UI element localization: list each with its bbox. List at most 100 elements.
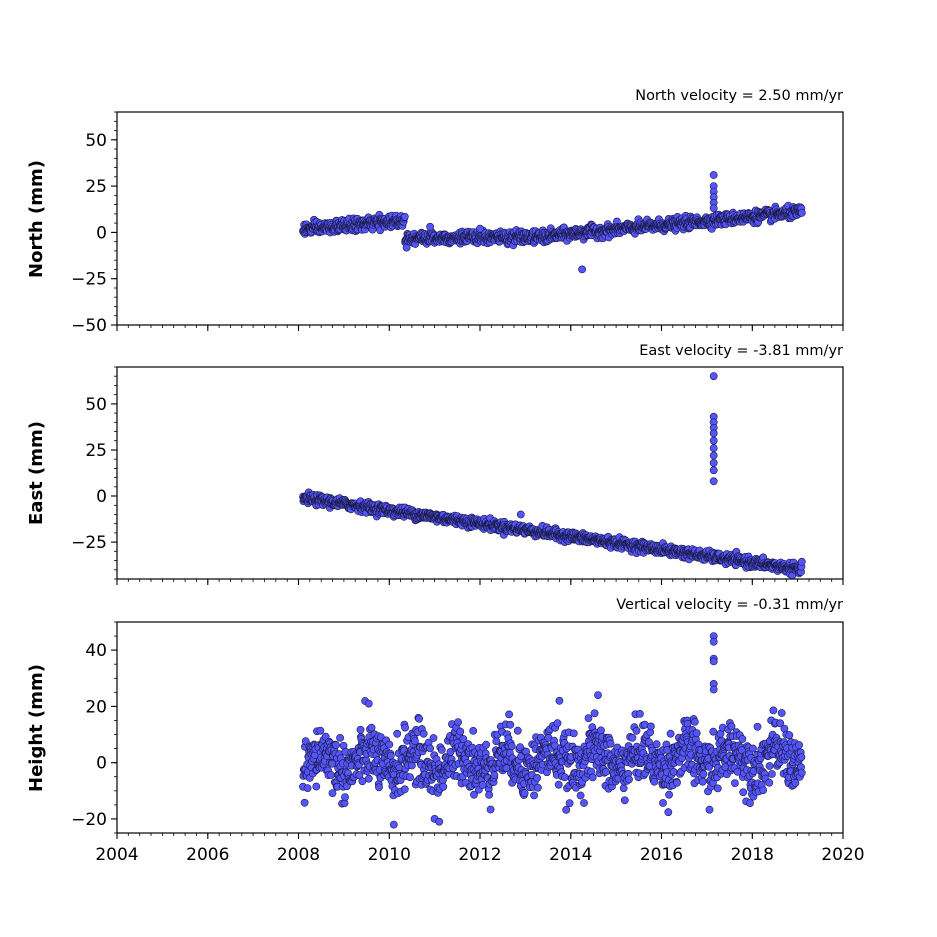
height-data-point xyxy=(565,799,574,808)
north-points xyxy=(299,171,806,274)
height-data-point xyxy=(749,744,757,753)
east-outlier-point xyxy=(709,466,718,475)
north-outlier-point xyxy=(476,224,484,233)
height-data-point xyxy=(562,806,571,814)
north-data-point xyxy=(400,212,409,221)
north-outlier-point xyxy=(709,171,718,179)
height-data-point xyxy=(620,796,629,805)
north-velocity-title: North velocity = 2.50 mm/yr xyxy=(635,88,843,104)
height-y-tick-label: 0 xyxy=(96,754,107,774)
height-data-point xyxy=(406,773,414,782)
height-data-point xyxy=(650,777,659,786)
height-data-point xyxy=(576,791,585,800)
height-data-point xyxy=(506,720,515,729)
east-outlier-point xyxy=(709,429,718,438)
height-data-point xyxy=(505,710,513,719)
height-data-point xyxy=(690,718,699,726)
height-x-tick-label: 2010 xyxy=(368,845,411,865)
height-data-point xyxy=(393,729,402,738)
height-data-point xyxy=(385,740,394,749)
height-data-point xyxy=(632,726,641,735)
height-data-point xyxy=(312,782,321,791)
height-data-point xyxy=(367,723,376,732)
height-data-point xyxy=(673,778,681,787)
height-data-point xyxy=(664,808,673,817)
height-data-point xyxy=(364,774,373,783)
height-outlier-point xyxy=(709,685,718,694)
height-data-point xyxy=(454,718,462,726)
height-ylabel: Height (mm) xyxy=(26,664,47,792)
height-x-tick-label: 2014 xyxy=(549,845,592,865)
height-x-tick-label: 2020 xyxy=(821,845,864,865)
east-points xyxy=(299,372,806,580)
height-data-point xyxy=(692,729,701,738)
height-data-point xyxy=(437,746,446,754)
height-data-point xyxy=(652,740,661,749)
north-outlier-point xyxy=(709,204,718,213)
height-data-point xyxy=(469,727,478,735)
height-data-point xyxy=(341,793,349,801)
height-data-point xyxy=(698,777,707,786)
height-x-tick-label: 2016 xyxy=(640,845,683,865)
height-data-point xyxy=(666,729,675,738)
height-data-point xyxy=(636,710,644,718)
north-data-point xyxy=(797,208,806,217)
height-data-point xyxy=(628,733,637,742)
height-data-point xyxy=(401,723,409,732)
height-data-point xyxy=(768,770,776,778)
north-outlier-point xyxy=(426,222,434,231)
height-data-point xyxy=(791,779,800,787)
height-data-point xyxy=(619,784,628,793)
height-outlier-point xyxy=(709,657,718,666)
height-x-tick-label: 2004 xyxy=(95,845,138,865)
height-data-point xyxy=(569,729,578,738)
north-ylabel: North (mm) xyxy=(26,160,47,278)
height-data-point xyxy=(647,722,655,731)
height-data-point xyxy=(602,767,610,776)
height-outlier-point xyxy=(709,637,718,646)
height-data-point xyxy=(759,786,768,794)
height-data-point xyxy=(738,735,747,743)
height-y-tick-label: −20 xyxy=(71,810,107,830)
height-data-point xyxy=(356,725,365,734)
height-data-point xyxy=(606,739,615,748)
height-data-point xyxy=(659,799,667,807)
height-data-point xyxy=(777,709,786,717)
height-data-point xyxy=(331,741,340,749)
east-velocity-title: East velocity = -3.81 mm/yr xyxy=(639,343,843,359)
height-data-point xyxy=(797,768,806,777)
east-y-tick-label: −25 xyxy=(71,533,107,553)
east-outlier-point xyxy=(709,451,718,460)
north-panel: North velocity = 2.50 mm/yr North (mm) −… xyxy=(26,88,844,336)
height-data-point xyxy=(513,726,522,735)
height-x-tick-label: 2006 xyxy=(186,845,229,865)
north-y-tick-label: 25 xyxy=(85,177,107,197)
height-data-point xyxy=(300,798,309,807)
height-data-point xyxy=(336,734,344,742)
height-data-point xyxy=(400,785,409,794)
height-data-point xyxy=(485,791,493,799)
east-outlier-point xyxy=(709,477,718,486)
height-y-tick-label: 20 xyxy=(85,697,107,717)
height-data-point xyxy=(669,768,678,776)
height-x-tick-label: 2012 xyxy=(458,845,501,865)
height-data-point xyxy=(625,775,633,784)
height-data-point xyxy=(588,773,597,782)
height-data-point xyxy=(797,753,806,762)
height-data-point xyxy=(316,726,325,735)
height-data-point xyxy=(709,727,718,736)
east-outlier-point xyxy=(709,372,718,381)
height-data-point xyxy=(554,780,563,789)
height-data-point xyxy=(415,714,423,723)
height-data-point xyxy=(553,719,562,728)
east-outlier-point xyxy=(516,510,525,519)
height-data-point xyxy=(727,722,736,731)
height-data-point xyxy=(439,782,448,791)
height-outlier-point xyxy=(389,820,398,829)
height-data-point xyxy=(590,709,599,718)
height-data-point xyxy=(426,744,434,753)
height-data-point xyxy=(746,799,754,807)
height-data-point xyxy=(507,742,516,751)
